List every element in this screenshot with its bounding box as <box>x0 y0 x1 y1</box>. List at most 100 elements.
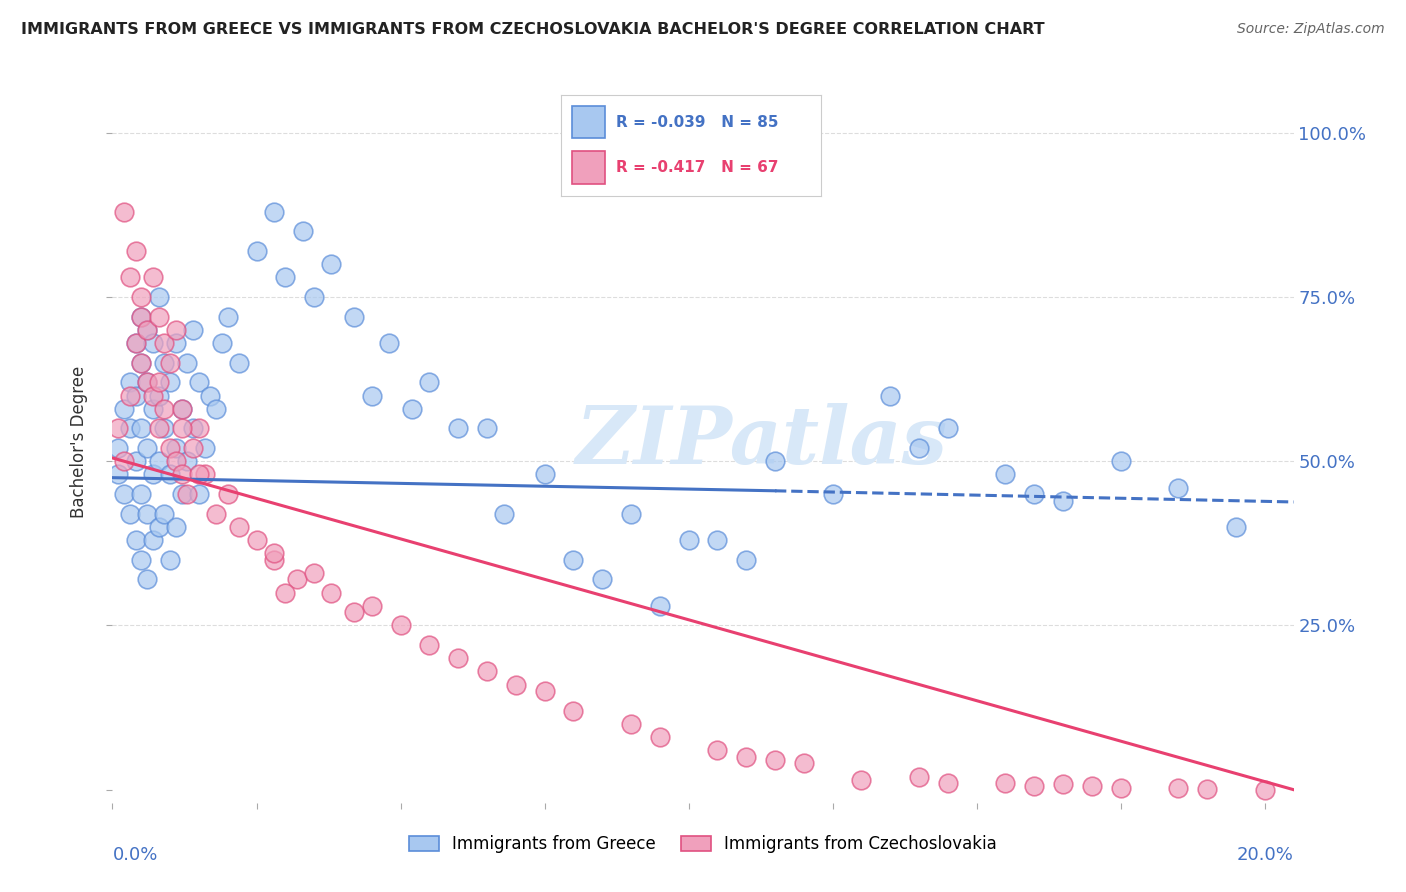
Point <box>994 467 1017 482</box>
Point <box>187 487 209 501</box>
Point <box>1167 781 1189 796</box>
Point <box>165 520 187 534</box>
Legend: Immigrants from Greece, Immigrants from Czechoslovakia: Immigrants from Greece, Immigrants from … <box>402 828 1004 860</box>
Point <box>129 356 152 370</box>
Point <box>263 204 285 219</box>
Point <box>153 421 176 435</box>
Point <box>389 618 412 632</box>
Point <box>118 376 141 390</box>
Point <box>142 388 165 402</box>
Point <box>165 454 187 468</box>
Text: Source: ZipAtlas.com: Source: ZipAtlas.com <box>1237 22 1385 37</box>
Point <box>879 388 901 402</box>
Point <box>129 487 152 501</box>
Point <box>136 441 159 455</box>
Point <box>447 651 470 665</box>
Point <box>1081 780 1104 794</box>
Point <box>148 310 170 324</box>
Point <box>505 677 527 691</box>
Point <box>170 401 193 416</box>
Point <box>343 310 366 324</box>
Point <box>793 756 815 771</box>
Point <box>165 441 187 455</box>
Point <box>170 467 193 482</box>
Point <box>176 356 198 370</box>
Point <box>1052 777 1074 791</box>
Point <box>263 546 285 560</box>
Point <box>187 467 209 482</box>
Point <box>360 599 382 613</box>
Point <box>124 244 146 258</box>
Point <box>735 553 758 567</box>
Point <box>148 376 170 390</box>
Point <box>118 421 141 435</box>
Point <box>129 553 152 567</box>
Point <box>648 599 671 613</box>
Point <box>1109 454 1132 468</box>
Point <box>136 507 159 521</box>
Point <box>343 605 366 619</box>
Point <box>153 401 176 416</box>
Point <box>194 467 217 482</box>
Point <box>148 290 170 304</box>
Text: IMMIGRANTS FROM GREECE VS IMMIGRANTS FROM CZECHOSLOVAKIA BACHELOR'S DEGREE CORRE: IMMIGRANTS FROM GREECE VS IMMIGRANTS FRO… <box>21 22 1045 37</box>
Point <box>200 388 222 402</box>
Point <box>136 376 159 390</box>
Point <box>124 454 146 468</box>
Point <box>1254 782 1277 797</box>
Point <box>1109 780 1132 795</box>
Point <box>159 553 181 567</box>
Point <box>217 310 239 324</box>
Point <box>159 441 181 455</box>
Point <box>194 441 217 455</box>
Point <box>475 421 498 435</box>
Point <box>124 336 146 351</box>
Point <box>1225 520 1247 534</box>
Point <box>562 704 585 718</box>
Point <box>263 553 285 567</box>
Point <box>136 323 159 337</box>
Point <box>107 421 129 435</box>
Point <box>706 743 728 757</box>
Point <box>418 376 440 390</box>
Point <box>1167 481 1189 495</box>
Point <box>159 467 181 482</box>
Point <box>142 336 165 351</box>
Point <box>181 323 204 337</box>
Point <box>562 553 585 567</box>
Point <box>533 467 555 482</box>
Point <box>908 441 931 455</box>
Point <box>763 753 786 767</box>
Point <box>142 533 165 547</box>
Point <box>142 270 165 285</box>
Point <box>153 336 176 351</box>
Point <box>936 421 959 435</box>
Point <box>205 401 228 416</box>
Point <box>124 533 146 547</box>
Point <box>245 533 267 547</box>
Point <box>124 388 146 402</box>
Point <box>153 356 176 370</box>
Point <box>176 487 198 501</box>
Point <box>735 749 758 764</box>
Point <box>591 573 613 587</box>
Point <box>533 684 555 698</box>
Point <box>1024 487 1046 501</box>
Point <box>165 336 187 351</box>
Point <box>285 573 308 587</box>
Point <box>494 507 516 521</box>
Point <box>418 638 440 652</box>
Point <box>112 204 135 219</box>
Point <box>447 421 470 435</box>
Point <box>821 487 844 501</box>
Point <box>321 257 343 271</box>
Point <box>678 533 700 547</box>
Point <box>763 454 786 468</box>
Point <box>112 454 135 468</box>
Point <box>648 730 671 744</box>
Point <box>148 454 170 468</box>
Point <box>378 336 401 351</box>
Point <box>1197 782 1219 797</box>
Point <box>107 467 129 482</box>
Point <box>148 421 170 435</box>
